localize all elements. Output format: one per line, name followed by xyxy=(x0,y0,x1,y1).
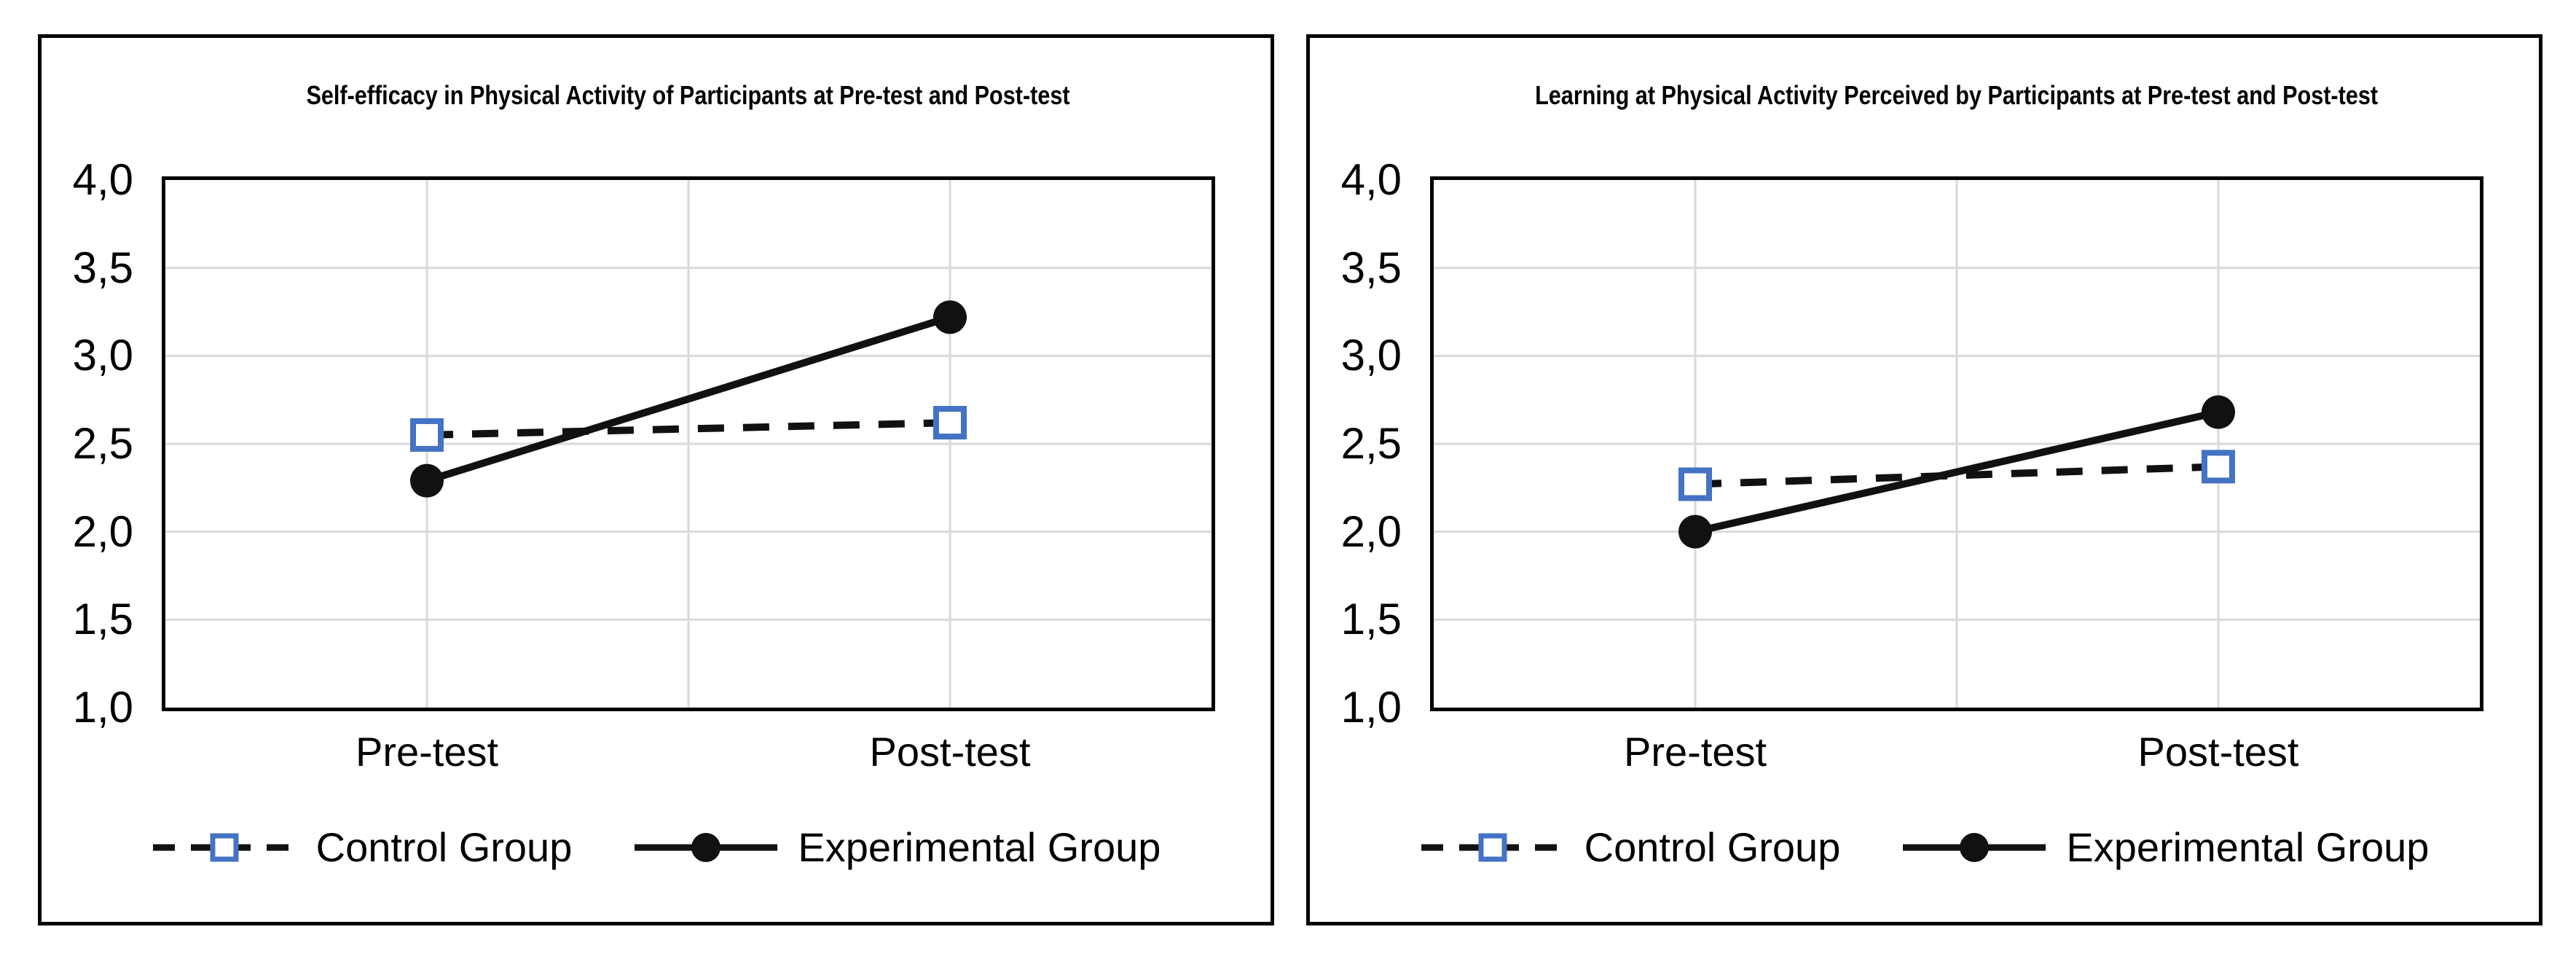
chart-panel-self-efficacy: Self-efficacy in Physical Activity of Pa… xyxy=(38,34,1274,925)
x-axis-label-posttest: Post-test xyxy=(869,729,1031,775)
y-tick-3-0: 3,0 xyxy=(1340,331,1402,380)
y-tick-3-5: 3,5 xyxy=(72,243,133,292)
y-tick-2-5: 2,5 xyxy=(72,419,133,468)
legend-dashed-square-marker-icon xyxy=(152,833,296,862)
chart-title: Self-efficacy in Physical Activity of Pa… xyxy=(165,80,1212,111)
y-tick-4-0: 4,0 xyxy=(72,155,133,204)
chart-panel-learning: Learning at Physical Activity Perceived … xyxy=(1306,34,2542,925)
y-tick-3-0: 3,0 xyxy=(72,331,133,380)
legend-label-experimental-group: Experimental Group xyxy=(2066,824,2430,870)
legend-item-experimental-group: Experimental Group xyxy=(633,824,1161,871)
y-tick-1-5: 1,5 xyxy=(72,595,133,643)
x-axis-label-pretest: Pre-test xyxy=(1623,729,1767,775)
x-axis-label-posttest: Post-test xyxy=(2137,729,2299,775)
legend: Control Group Experimental Group xyxy=(1310,824,2539,871)
y-tick-2-0: 2,0 xyxy=(1340,507,1402,556)
legend: Control Group Experimental Group xyxy=(42,824,1271,871)
legend-item-experimental-group: Experimental Group xyxy=(1901,824,2429,871)
y-tick-1-0: 1,0 xyxy=(72,683,133,732)
legend-item-control-group: Control Group xyxy=(152,824,573,871)
y-tick-4-0: 4,0 xyxy=(1340,155,1402,204)
legend-item-control-group: Control Group xyxy=(1420,824,1841,871)
y-tick-1-5: 1,5 xyxy=(1340,595,1402,643)
y-tick-1-0: 1,0 xyxy=(1340,683,1402,732)
y-tick-2-5: 2,5 xyxy=(1340,419,1402,468)
y-tick-2-0: 2,0 xyxy=(72,507,133,556)
legend-dashed-square-marker-icon xyxy=(1421,833,1564,862)
plot-canvas xyxy=(1434,180,2480,708)
legend-label-control-group: Control Group xyxy=(1584,824,1841,870)
legend-solid-circle-marker-icon xyxy=(635,833,778,862)
plot-canvas xyxy=(165,180,1212,708)
chart-title: Learning at Physical Activity Perceived … xyxy=(1434,80,2480,111)
y-axis-tick-labels: 4,0 3,5 3,0 2,5 2,0 1,5 1,0 xyxy=(1310,157,1402,731)
chart-title-text: Self-efficacy in Physical Activity of Pa… xyxy=(306,80,1071,110)
x-axis-label-pretest: Pre-test xyxy=(355,729,499,775)
legend-label-experimental-group: Experimental Group xyxy=(798,824,1161,870)
chart-title-text: Learning at Physical Activity Perceived … xyxy=(1535,80,2379,110)
plot-area xyxy=(162,176,1215,711)
legend-label-control-group: Control Group xyxy=(315,824,573,870)
legend-solid-circle-marker-icon xyxy=(1903,833,2046,862)
y-axis-tick-labels: 4,0 3,5 3,0 2,5 2,0 1,5 1,0 xyxy=(42,157,133,731)
y-tick-3-5: 3,5 xyxy=(1340,243,1402,292)
plot-area xyxy=(1430,176,2483,711)
